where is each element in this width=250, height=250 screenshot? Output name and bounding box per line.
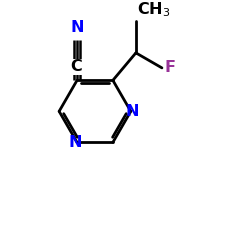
Text: N: N — [126, 104, 140, 119]
Text: N: N — [68, 135, 82, 150]
Text: C: C — [70, 60, 82, 74]
Text: N: N — [70, 20, 84, 34]
Text: F: F — [165, 60, 176, 76]
Text: CH$_3$: CH$_3$ — [137, 0, 170, 19]
